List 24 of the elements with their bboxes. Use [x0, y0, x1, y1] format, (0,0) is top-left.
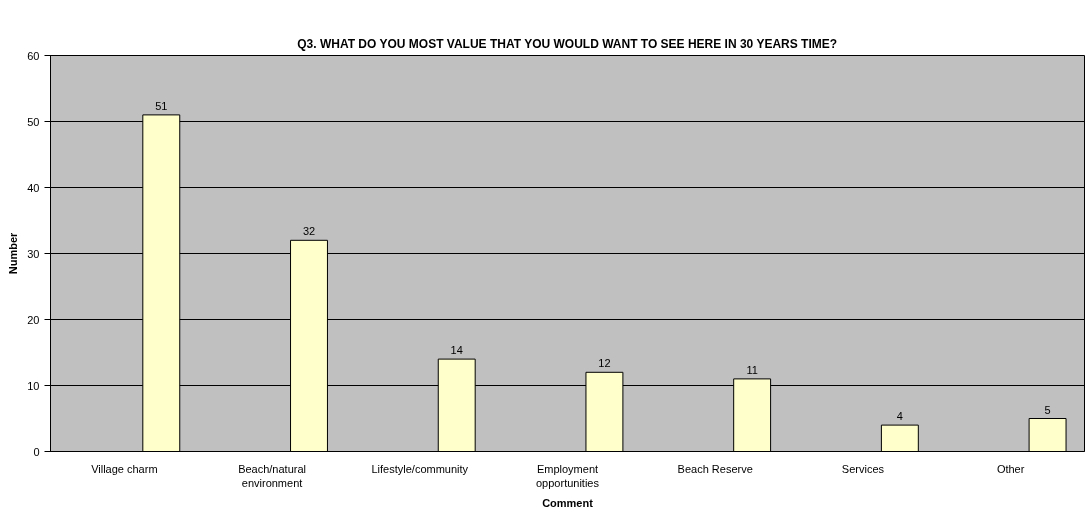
y-tick-label: 10	[27, 379, 40, 392]
x-axis-title: Comment	[542, 496, 594, 509]
y-tick-label: 30	[27, 247, 40, 260]
y-tick-label: 40	[27, 181, 40, 194]
y-axis-title: Number	[7, 232, 20, 275]
y-tick-label: 50	[27, 115, 40, 128]
data-label: 11	[746, 363, 758, 376]
data-label: 32	[302, 225, 316, 238]
data-label: 5	[1044, 403, 1051, 416]
x-tick-label: Beach Reserve	[677, 462, 753, 475]
x-tick-label: Employment opportunities	[536, 462, 600, 489]
x-tick-label: Services	[841, 462, 885, 475]
x-tick-label: Beach/natural environment	[238, 462, 307, 489]
y-tick-label: 60	[27, 49, 40, 62]
data-label: 4	[896, 410, 903, 423]
data-label: 51	[155, 99, 168, 112]
chart-title: Q3. WHAT DO YOU MOST VALUE THAT YOU WOULD WANT TO SEE HERE IN 30 YEARS TIME?	[297, 36, 838, 51]
y-tick-label: 0	[33, 445, 40, 458]
x-tick-label: Village charm	[91, 462, 158, 475]
data-label: 14	[450, 344, 463, 357]
data-label: 12	[598, 357, 611, 370]
x-tick-label: Other	[996, 462, 1025, 475]
y-tick-label: 20	[27, 313, 40, 326]
x-tick-label: Lifestyle/community	[371, 462, 469, 475]
